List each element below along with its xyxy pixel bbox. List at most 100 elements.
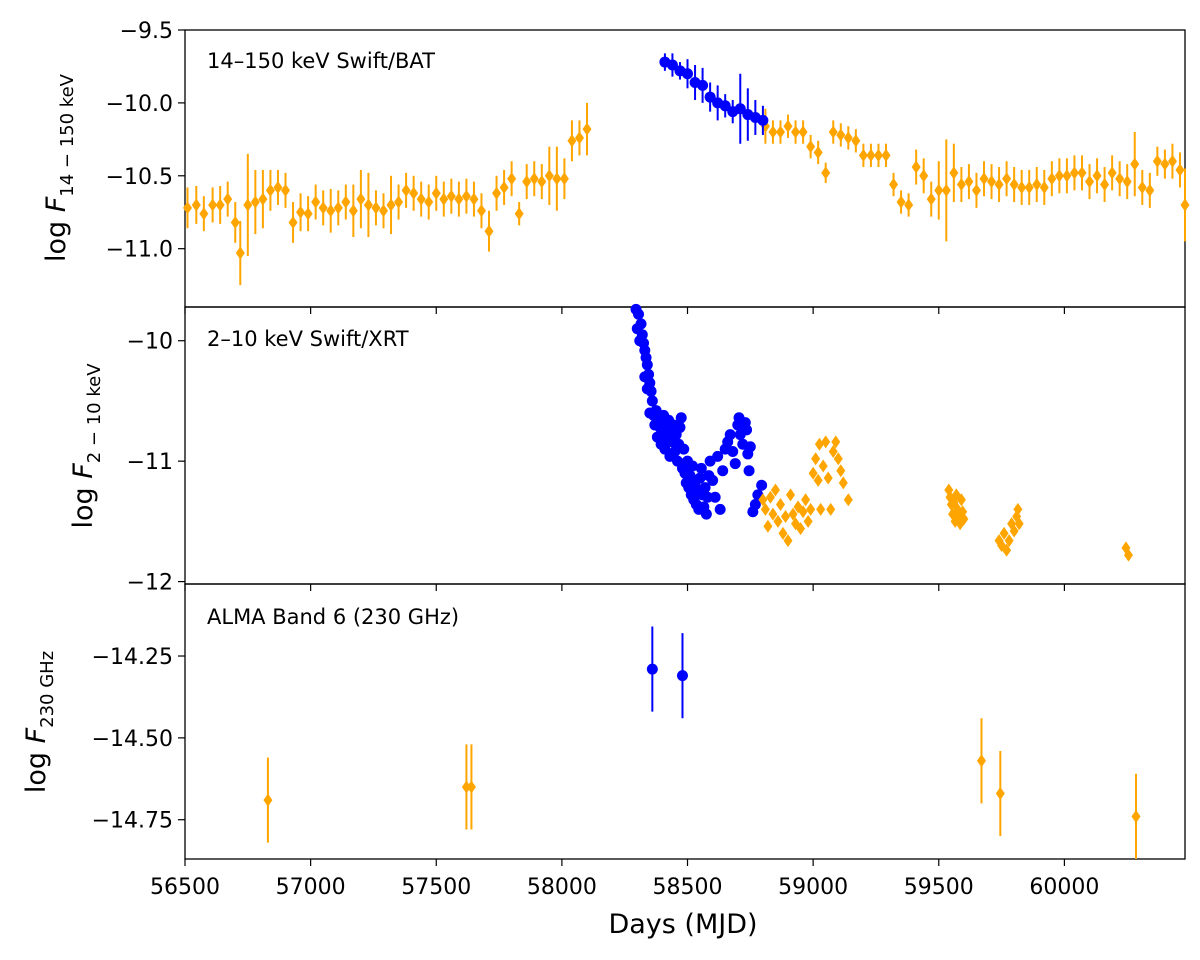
- quiescent-point: [1039, 180, 1049, 194]
- quiescent-point: [987, 175, 997, 189]
- quiescent-point: [1002, 543, 1012, 557]
- flare-point: [641, 383, 653, 395]
- quiescent-point: [801, 493, 811, 507]
- quiescent-point: [1077, 166, 1087, 180]
- quiescent-point: [1054, 169, 1064, 183]
- flare-point: [707, 474, 719, 486]
- quiescent-point: [763, 519, 773, 533]
- quiescent-point: [979, 172, 989, 186]
- panel-bat-label: 14–150 keV Swift/BAT: [207, 49, 435, 73]
- quiescent-point: [263, 793, 273, 807]
- quiescent-point: [466, 780, 476, 794]
- y-tick-label: −11.0: [106, 238, 173, 263]
- quiescent-point: [199, 207, 209, 221]
- quiescent-point: [235, 246, 245, 260]
- y-tick-label: −11: [127, 450, 173, 475]
- flare-point: [646, 663, 658, 675]
- flare-point: [756, 479, 768, 491]
- quiescent-point: [788, 507, 798, 521]
- quiescent-point: [964, 175, 974, 189]
- quiescent-point: [813, 145, 823, 159]
- quiescent-point: [1100, 178, 1110, 192]
- quiescent-point: [461, 189, 471, 203]
- quiescent-point: [1180, 198, 1190, 212]
- quiescent-point: [1047, 172, 1057, 186]
- quiescent-point: [208, 198, 218, 212]
- quiescent-point: [476, 204, 486, 218]
- quiescent-point: [416, 192, 426, 206]
- flare-point: [757, 114, 769, 126]
- quiescent-point: [811, 452, 821, 466]
- quiescent-point: [765, 490, 775, 504]
- quiescent-point: [1013, 502, 1023, 516]
- quiescent-point: [828, 125, 838, 139]
- quiescent-point: [371, 201, 381, 215]
- quiescent-point: [394, 195, 404, 209]
- quiescent-point: [971, 183, 981, 197]
- quiescent-point: [348, 204, 358, 218]
- quiescent-point: [858, 148, 868, 162]
- y-tick-label: −12: [127, 571, 173, 596]
- flare-point: [633, 308, 645, 320]
- quiescent-point: [544, 169, 554, 183]
- quiescent-point: [424, 195, 434, 209]
- quiescent-point: [341, 195, 351, 209]
- x-tick-label: 56500: [150, 875, 220, 900]
- quiescent-point: [1123, 548, 1133, 562]
- quiescent-point: [1122, 175, 1132, 189]
- quiescent-point: [778, 526, 788, 540]
- quiescent-point: [215, 198, 225, 212]
- quiescent-point: [904, 198, 914, 212]
- quiescent-point: [1032, 178, 1042, 192]
- flare-point: [709, 491, 721, 503]
- quiescent-point: [191, 198, 201, 212]
- quiescent-point: [821, 166, 831, 180]
- flare-point: [727, 446, 739, 458]
- quiescent-point: [567, 134, 577, 148]
- quiescent-point: [469, 192, 479, 206]
- panel-xrt-label: 2–10 keV Swift/XRT: [207, 327, 409, 351]
- quiescent-point: [454, 192, 464, 206]
- quiescent-point: [1167, 154, 1177, 168]
- x-axis-title: Days (MJD): [608, 909, 757, 940]
- quiescent-point: [934, 183, 944, 197]
- flare-point: [700, 508, 712, 520]
- flare-point: [717, 465, 729, 477]
- flare-point: [676, 670, 688, 682]
- quiescent-point: [836, 128, 846, 142]
- quiescent-point: [803, 514, 813, 528]
- quiescent-point: [760, 502, 770, 516]
- quiescent-point: [873, 148, 883, 162]
- panel-alma-label: ALMA Band 6 (230 GHz): [207, 605, 459, 629]
- panel-xrt-ylabel: log F2 − 10 keV: [68, 363, 105, 529]
- y-tick-label: −10: [127, 330, 173, 355]
- quiescent-point: [574, 131, 584, 145]
- quiescent-point: [439, 192, 449, 206]
- quiescent-point: [507, 172, 517, 186]
- quiescent-point: [919, 169, 929, 183]
- x-tick-label: 59000: [778, 875, 848, 900]
- quiescent-point: [281, 183, 291, 197]
- flare-point: [699, 482, 711, 494]
- flare-point: [687, 460, 699, 472]
- quiescent-point: [838, 476, 848, 490]
- y-tick-label: −10.5: [106, 165, 173, 190]
- flare-point: [744, 441, 756, 453]
- quiescent-point: [994, 178, 1004, 192]
- quiescent-point: [1092, 169, 1102, 183]
- quiescent-point: [806, 502, 816, 516]
- quiescent-point: [1062, 169, 1072, 183]
- quiescent-point: [492, 186, 502, 200]
- quiescent-point: [821, 435, 831, 449]
- flare-point: [675, 412, 687, 424]
- quiescent-point: [250, 195, 260, 209]
- y-tick-label: −14.50: [92, 727, 173, 752]
- quiescent-point: [995, 787, 1005, 801]
- quiescent-point: [813, 473, 823, 487]
- quiescent-point: [363, 198, 373, 212]
- quiescent-point: [378, 204, 388, 218]
- quiescent-point: [446, 189, 456, 203]
- quiescent-point: [1009, 524, 1019, 538]
- quiescent-point: [956, 178, 966, 192]
